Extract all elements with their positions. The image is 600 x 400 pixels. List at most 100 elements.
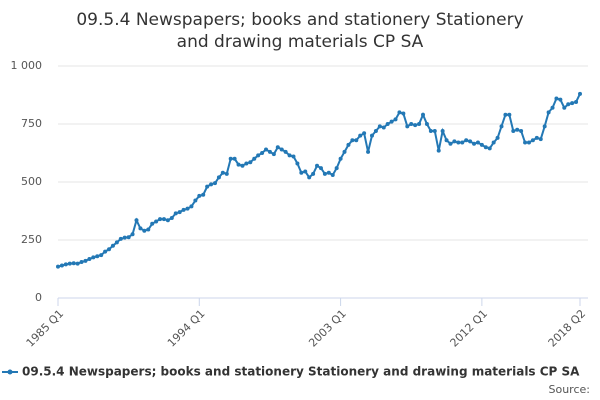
- point: [417, 122, 422, 126]
- point: [542, 124, 547, 129]
- point: [566, 102, 571, 107]
- point: [428, 128, 433, 133]
- point: [574, 99, 579, 104]
- point: [216, 175, 221, 180]
- point: [150, 221, 155, 226]
- y-tick-label: 250: [21, 233, 42, 246]
- point: [354, 138, 359, 143]
- point: [362, 131, 367, 136]
- point: [91, 255, 96, 260]
- point: [409, 122, 414, 126]
- point: [256, 153, 261, 158]
- point: [464, 138, 469, 143]
- point: [212, 181, 217, 186]
- y-tick-label: 0: [35, 291, 42, 304]
- point: [307, 175, 312, 180]
- point: [562, 105, 567, 110]
- point: [554, 96, 559, 101]
- point: [224, 171, 229, 176]
- point: [491, 140, 496, 145]
- point: [87, 257, 92, 262]
- point: [201, 192, 206, 197]
- point: [440, 128, 445, 133]
- point: [236, 162, 241, 167]
- point: [146, 227, 151, 232]
- point: [315, 163, 320, 168]
- point: [350, 138, 355, 143]
- point: [83, 258, 88, 263]
- point: [267, 149, 272, 154]
- point: [154, 219, 159, 224]
- point: [570, 101, 575, 106]
- point: [322, 171, 327, 176]
- point: [63, 262, 68, 267]
- point: [456, 140, 461, 145]
- point: [185, 206, 190, 211]
- point: [181, 207, 186, 212]
- point: [118, 236, 123, 241]
- point: [79, 260, 84, 265]
- source: Source:: [549, 383, 591, 396]
- point: [507, 112, 512, 117]
- point: [558, 97, 563, 102]
- point: [134, 218, 139, 223]
- point: [448, 141, 453, 146]
- point: [534, 135, 539, 140]
- point: [291, 154, 296, 159]
- point: [538, 137, 543, 142]
- point: [444, 138, 449, 143]
- point: [232, 156, 237, 161]
- point: [244, 161, 249, 166]
- point: [377, 124, 382, 129]
- point: [393, 117, 398, 122]
- point: [271, 152, 276, 157]
- point: [126, 235, 131, 240]
- point: [503, 112, 508, 117]
- point: [526, 140, 531, 145]
- point: [189, 204, 194, 209]
- point: [103, 249, 108, 254]
- point: [205, 184, 210, 189]
- point: [67, 261, 72, 266]
- point: [75, 261, 80, 266]
- point: [397, 110, 402, 115]
- point: [173, 211, 178, 216]
- point: [550, 105, 555, 110]
- point: [138, 226, 143, 231]
- point: [142, 228, 147, 233]
- point: [499, 124, 504, 129]
- point: [475, 140, 480, 145]
- point: [511, 128, 516, 133]
- legend-marker: [7, 369, 13, 375]
- point: [546, 110, 551, 115]
- point: [460, 140, 465, 145]
- x-tick-label: 1985 Q1: [24, 307, 67, 350]
- point: [165, 218, 170, 223]
- x-tick-label: 2018 Q2: [546, 307, 589, 350]
- point: [479, 142, 484, 147]
- point: [279, 147, 284, 152]
- x-tick-label: 2003 Q1: [306, 307, 349, 350]
- chart-title: 09.5.4 Newspapers; books and stationery …: [76, 10, 523, 52]
- point: [209, 182, 214, 187]
- point: [220, 170, 225, 175]
- point: [381, 125, 386, 130]
- point: [515, 127, 520, 132]
- point: [122, 235, 127, 240]
- y-tick-label: 1 000: [11, 59, 43, 72]
- point: [483, 145, 488, 150]
- point: [530, 138, 535, 143]
- point: [299, 170, 304, 175]
- point: [358, 133, 363, 138]
- point: [421, 112, 426, 117]
- point: [452, 139, 457, 144]
- point: [252, 156, 257, 161]
- point: [59, 263, 64, 268]
- point: [487, 146, 492, 151]
- point: [193, 198, 198, 203]
- point: [330, 173, 335, 178]
- point: [240, 163, 245, 168]
- series-line: [57, 93, 581, 268]
- point: [389, 119, 394, 124]
